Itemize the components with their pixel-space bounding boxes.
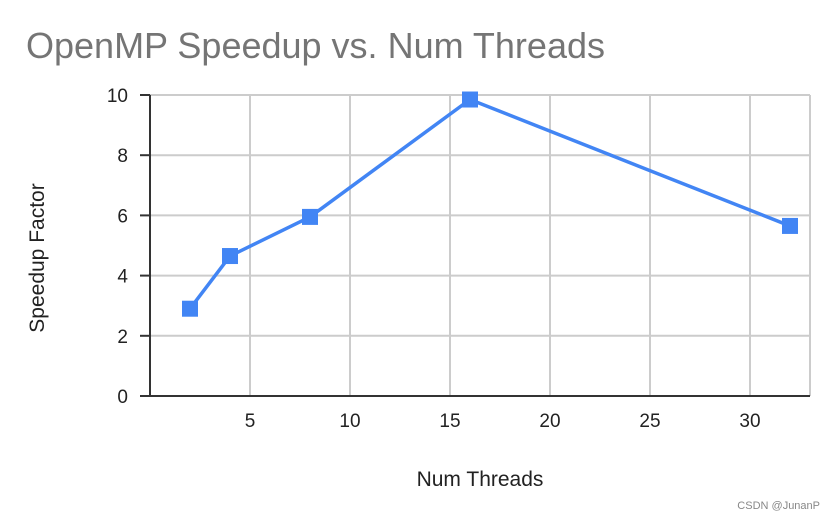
y-tick-label: 2 bbox=[117, 327, 128, 348]
x-tick-label: 25 bbox=[639, 411, 660, 432]
x-tick-label: 5 bbox=[245, 411, 256, 432]
x-axis-label: Num Threads bbox=[417, 468, 544, 491]
x-tick-label: 15 bbox=[439, 411, 460, 432]
x-tick-label: 20 bbox=[539, 411, 560, 432]
y-tick-label: 8 bbox=[117, 146, 128, 167]
y-tick-labels: 0 2 4 6 8 10 bbox=[107, 86, 129, 408]
x-tick-label: 30 bbox=[739, 411, 760, 432]
data-point-marker bbox=[782, 217, 798, 234]
chart-title: OpenMP Speedup vs. Num Threads bbox=[26, 25, 605, 66]
y-tick-label: 0 bbox=[117, 387, 128, 408]
x-tick-labels: 5 10 15 20 25 30 bbox=[245, 411, 761, 432]
data-point-marker bbox=[302, 208, 318, 225]
watermark-text: CSDN @JunanP bbox=[737, 500, 820, 512]
y-tick-label: 6 bbox=[117, 206, 128, 227]
data-point-marker bbox=[222, 248, 238, 265]
y-tick-label: 4 bbox=[117, 267, 128, 288]
axes bbox=[140, 94, 810, 397]
y-tick-label: 10 bbox=[107, 86, 128, 107]
data-point-marker bbox=[462, 91, 478, 108]
data-point-marker bbox=[182, 300, 198, 317]
x-tick-label: 10 bbox=[339, 411, 360, 432]
series-line bbox=[188, 97, 792, 311]
y-axis-label: Speedup Factor bbox=[26, 183, 49, 332]
series-layer bbox=[182, 91, 798, 317]
